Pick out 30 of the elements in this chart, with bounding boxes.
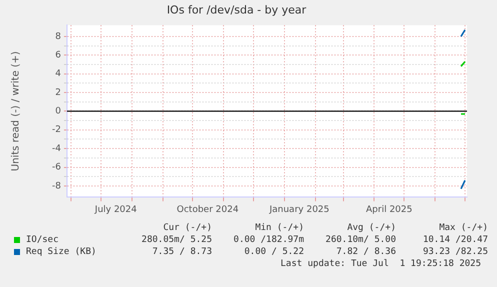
legend-label: Req Size (KB)	[25, 246, 98, 258]
x-tick-label: October 2024	[176, 204, 239, 215]
x-tick-label: January 2025	[268, 204, 330, 215]
text: Last update: Tue Jul 1 19:25:18 2025	[280, 258, 482, 270]
x-tick-label: July 2024	[94, 204, 138, 215]
text: Cur (-/+)	[162, 222, 212, 234]
text: Avg (-/+)	[346, 222, 396, 234]
text: 260.10m/ 5.00	[324, 234, 396, 246]
text: 0.00 /182.97m	[232, 234, 304, 246]
text: 93.23 /82.25	[422, 246, 488, 258]
x-tick-label: April 2025	[366, 204, 412, 215]
y-tick-label: -8	[52, 181, 62, 192]
chart-title: IOs for /dev/sda - by year	[166, 3, 307, 16]
text: Max (-/+)	[438, 222, 488, 234]
text: 7.35 / 8.73	[151, 246, 212, 258]
y-tick-label: 6	[55, 50, 62, 60]
y-tick-label: 4	[55, 69, 62, 80]
y-tick-label: 0	[55, 106, 62, 117]
y-tick-label: 8	[55, 32, 62, 42]
text: 7.82 / 8.36	[335, 246, 396, 258]
text: 10.14 /20.47	[422, 234, 488, 246]
y-tick-label: -2	[52, 125, 61, 136]
text: 280.05m/ 5.25	[140, 234, 212, 246]
y-tick-label: -4	[52, 144, 62, 154]
text: Min (-/+)	[254, 222, 304, 234]
text: 0.00 / 5.22	[243, 246, 304, 258]
y-tick-label: -6	[52, 162, 62, 173]
y-tick-label: 2	[55, 88, 61, 98]
y-axis-title: Units read (-) / write (+)	[10, 51, 22, 172]
legend-label: IO/sec	[25, 234, 60, 246]
